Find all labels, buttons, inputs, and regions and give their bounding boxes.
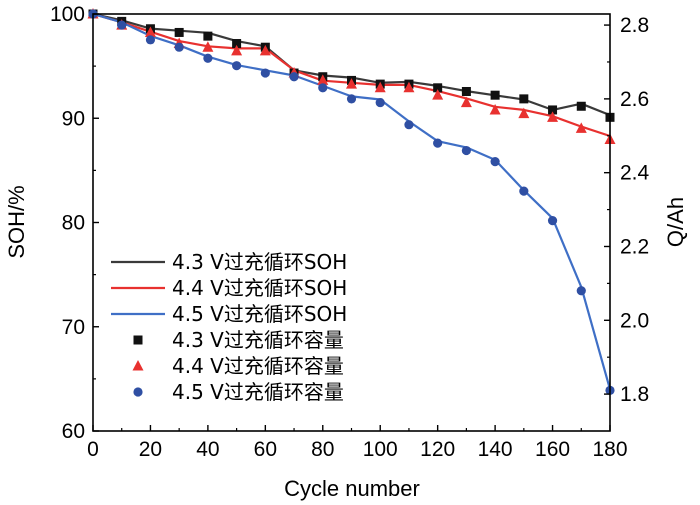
x-tick-label: 80	[311, 438, 334, 461]
series-line-3	[92, 12, 612, 390]
data-point-4-4	[174, 27, 184, 37]
y-right-tick-label: 2.2	[620, 235, 649, 258]
x-tick-label: 140	[478, 438, 513, 461]
x-tick-label: 180	[592, 438, 627, 461]
legend-label-3: 4.5 V过充循环SOH	[172, 302, 347, 326]
data-point-6-3	[145, 35, 156, 45]
data-point-6-10	[346, 94, 357, 104]
x-tick-label: 120	[420, 438, 455, 461]
x-tick-label: 20	[139, 438, 162, 461]
data-point-4-15	[490, 90, 500, 100]
data-point-6-15	[490, 157, 500, 167]
y-axis-right-title: Q/Ah	[663, 197, 688, 247]
data-point-5-17	[547, 111, 559, 122]
data-point-5-14	[460, 96, 472, 108]
data-point-4-17	[548, 105, 558, 115]
data-point-6-11	[375, 97, 385, 108]
y-axis-left-title: SOH/%	[4, 185, 29, 258]
data-point-5-3	[144, 26, 156, 37]
data-point-5-16	[518, 107, 530, 119]
x-tick-label: 60	[254, 438, 277, 461]
x-tick-label: 100	[363, 438, 398, 461]
y-left-tick-label: 80	[62, 212, 85, 235]
x-tick-label: 0	[87, 438, 99, 461]
data-point-4-6	[232, 39, 242, 49]
data-point-5-18	[575, 122, 587, 133]
legend-label-1: 4.3 V过充循环SOH	[172, 250, 347, 274]
data-point-4-18	[576, 101, 586, 111]
data-point-5-9	[317, 74, 329, 85]
legend-label-6: 4.5 V过充循环容量	[172, 380, 344, 404]
y-right-tick-label: 2.8	[620, 14, 649, 37]
data-point-6-6	[232, 61, 242, 71]
data-point-6-7	[260, 68, 270, 78]
data-point-6-5	[203, 53, 213, 63]
data-point-4-13	[433, 83, 443, 93]
y-left-tick-label: 70	[62, 316, 85, 339]
y-left-tick-label: 90	[62, 107, 85, 130]
data-point-4-16	[519, 94, 529, 104]
data-point-6-2	[117, 20, 127, 30]
legend-marker-6	[133, 387, 143, 397]
data-point-5-15	[489, 103, 501, 115]
legend-label-4: 4.3 V过充循环容量	[172, 328, 344, 352]
data-point-6-18	[576, 286, 586, 296]
y-right-tick-label: 2.6	[620, 88, 649, 111]
data-point-5-10	[346, 78, 357, 89]
legend-marker-4	[133, 335, 143, 345]
data-point-6-14	[461, 145, 471, 156]
data-point-6-12	[404, 120, 414, 130]
x-axis-title: Cycle number	[284, 476, 420, 501]
data-point-6-9	[318, 83, 328, 93]
y-right-tick-label: 2.4	[620, 162, 650, 185]
data-point-5-6	[231, 44, 243, 56]
data-point-6-8	[289, 72, 299, 82]
data-point-6-17	[547, 216, 558, 226]
data-point-5-13	[432, 89, 444, 100]
series-line-2	[92, 12, 611, 138]
y-left-tick-label: 60	[62, 420, 85, 443]
legend-label-5: 4.4 V过充循环容量	[172, 354, 344, 378]
x-tick-label: 160	[535, 438, 570, 461]
data-point-5-5	[202, 41, 214, 52]
data-point-4-14	[461, 86, 471, 96]
legend-marker-5	[132, 360, 144, 371]
data-point-6-4	[174, 42, 184, 52]
y-left-tick-label: 100	[50, 3, 85, 26]
x-tick-label: 40	[196, 438, 219, 461]
data-point-5-11	[374, 81, 386, 93]
y-right-tick-label: 1.8	[620, 383, 649, 406]
data-point-6-16	[519, 186, 529, 196]
data-point-4-5	[203, 31, 213, 41]
data-point-6-13	[433, 138, 443, 148]
data-point-5-12	[403, 81, 415, 93]
data-point-5-7	[259, 44, 271, 56]
y-right-tick-label: 2.0	[620, 309, 649, 332]
legend-label-2: 4.4 V过充循环SOH	[172, 276, 347, 300]
